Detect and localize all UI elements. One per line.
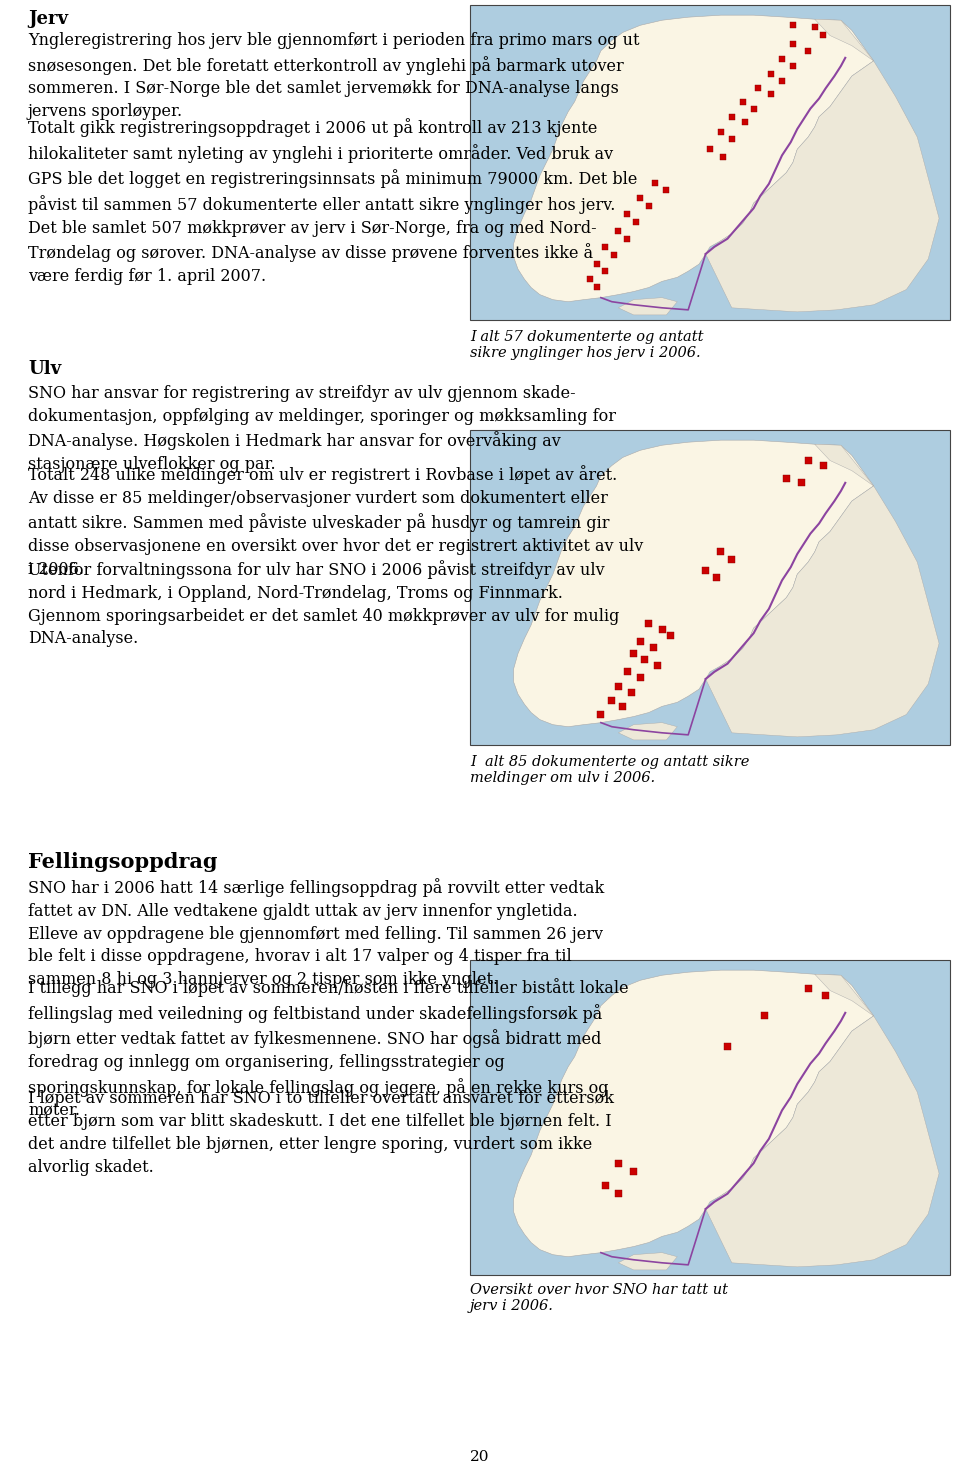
Text: I alt 57 dokumenterte og antatt
sikre ynglinger hos jerv i 2006.: I alt 57 dokumenterte og antatt sikre yn… (470, 330, 704, 360)
Polygon shape (514, 970, 874, 1257)
Bar (667, 631, 674, 639)
Bar (707, 147, 713, 153)
Polygon shape (618, 1252, 677, 1270)
Bar (790, 63, 796, 69)
Text: 20: 20 (470, 1450, 490, 1464)
Text: Yngleregistrering hos jerv ble gjennomført i perioden fra primo mars og ut
snøse: Yngleregistrering hos jerv ble gjennomfø… (28, 32, 639, 120)
Bar (654, 662, 661, 669)
Text: Oversikt over hvor SNO har tatt ut
jerv i 2006.: Oversikt over hvor SNO har tatt ut jerv … (470, 1283, 728, 1314)
Bar (470, 960, 950, 1276)
Bar (702, 567, 709, 574)
Bar (624, 211, 630, 217)
Text: Fellingsoppdrag: Fellingsoppdrag (28, 851, 218, 872)
Polygon shape (706, 445, 939, 737)
Bar (593, 285, 600, 291)
Bar (470, 4, 950, 320)
Bar (630, 650, 637, 658)
Bar (779, 56, 785, 62)
Bar (633, 219, 638, 226)
Bar (768, 91, 774, 97)
Bar (653, 179, 659, 186)
Bar (713, 574, 720, 581)
Bar (645, 619, 653, 627)
Bar (782, 476, 790, 483)
Bar (768, 70, 774, 78)
Bar (593, 261, 600, 267)
Text: SNO har i 2006 hatt 14 særlige fellingsoppdrag på rovvilt etter vedtak
fattet av: SNO har i 2006 hatt 14 særlige fellingso… (28, 878, 604, 988)
Bar (609, 697, 615, 703)
Text: Jerv: Jerv (28, 10, 68, 28)
Bar (614, 1160, 622, 1167)
Bar (615, 228, 621, 233)
Polygon shape (514, 15, 874, 302)
Bar (717, 549, 725, 555)
Bar (619, 703, 626, 711)
Bar (624, 236, 630, 242)
Text: Utenfor forvaltningssona for ulv har SNO i 2006 påvist streifdyr av ulv
nord i H: Utenfor forvaltningssona for ulv har SNO… (28, 559, 619, 647)
Bar (779, 78, 785, 84)
Bar (812, 25, 818, 31)
Bar (637, 195, 643, 201)
Bar (624, 668, 631, 675)
Bar (636, 639, 644, 644)
Bar (602, 269, 609, 275)
Bar (804, 457, 812, 464)
Bar (646, 203, 652, 210)
Text: SNO har ansvar for registrering av streifdyr av ulv gjennom skade-
dokumentasjon: SNO har ansvar for registrering av strei… (28, 385, 616, 473)
Bar (611, 252, 617, 258)
Bar (790, 41, 796, 47)
Text: I  alt 85 dokumenterte og antatt sikre
meldinger om ulv i 2006.: I alt 85 dokumenterte og antatt sikre me… (470, 755, 750, 785)
Bar (729, 137, 734, 142)
Bar (724, 1042, 731, 1050)
Polygon shape (706, 975, 939, 1267)
Bar (650, 644, 657, 650)
Bar (602, 1182, 609, 1189)
Bar (755, 85, 761, 91)
Bar (742, 119, 748, 125)
Bar (597, 711, 605, 718)
Bar (805, 48, 811, 54)
Bar (641, 656, 648, 664)
Bar (798, 480, 805, 486)
Text: I løpet av sommeren har SNO i to tilfeller overtatt ansvaret for ettersøk
etter : I løpet av sommeren har SNO i to tilfell… (28, 1091, 614, 1176)
Bar (602, 244, 609, 250)
Bar (630, 1169, 637, 1174)
Text: I tillegg har SNO i løpet av sommeren/høsten i flere tilfeller bistått lokale
fe: I tillegg har SNO i løpet av sommeren/hø… (28, 978, 629, 1120)
Bar (821, 32, 827, 38)
Bar (820, 462, 827, 470)
Bar (729, 555, 735, 562)
Bar (720, 154, 726, 160)
Bar (663, 186, 669, 192)
Text: Totalt gikk registreringsoppdraget i 2006 ut på kontroll av 213 kjente
hilokalit: Totalt gikk registreringsoppdraget i 200… (28, 117, 637, 285)
Text: Ulv: Ulv (28, 360, 61, 377)
Bar (751, 106, 756, 112)
Bar (614, 683, 622, 690)
Polygon shape (706, 19, 939, 311)
Polygon shape (618, 298, 677, 316)
Bar (587, 276, 593, 282)
Bar (822, 992, 829, 1000)
Bar (659, 625, 665, 633)
Bar (790, 22, 796, 28)
Bar (718, 129, 724, 135)
Bar (628, 688, 635, 696)
Bar (761, 1013, 768, 1019)
Bar (729, 115, 734, 120)
Text: Totalt 248 ulike meldinger om ulv er registrert i Rovbase i løpet av året.
Av di: Totalt 248 ulike meldinger om ulv er reg… (28, 465, 643, 578)
Bar (614, 1191, 622, 1198)
Polygon shape (514, 440, 874, 727)
Polygon shape (618, 722, 677, 740)
Bar (804, 985, 812, 992)
Bar (470, 430, 950, 744)
Bar (740, 98, 746, 104)
Bar (636, 674, 644, 681)
